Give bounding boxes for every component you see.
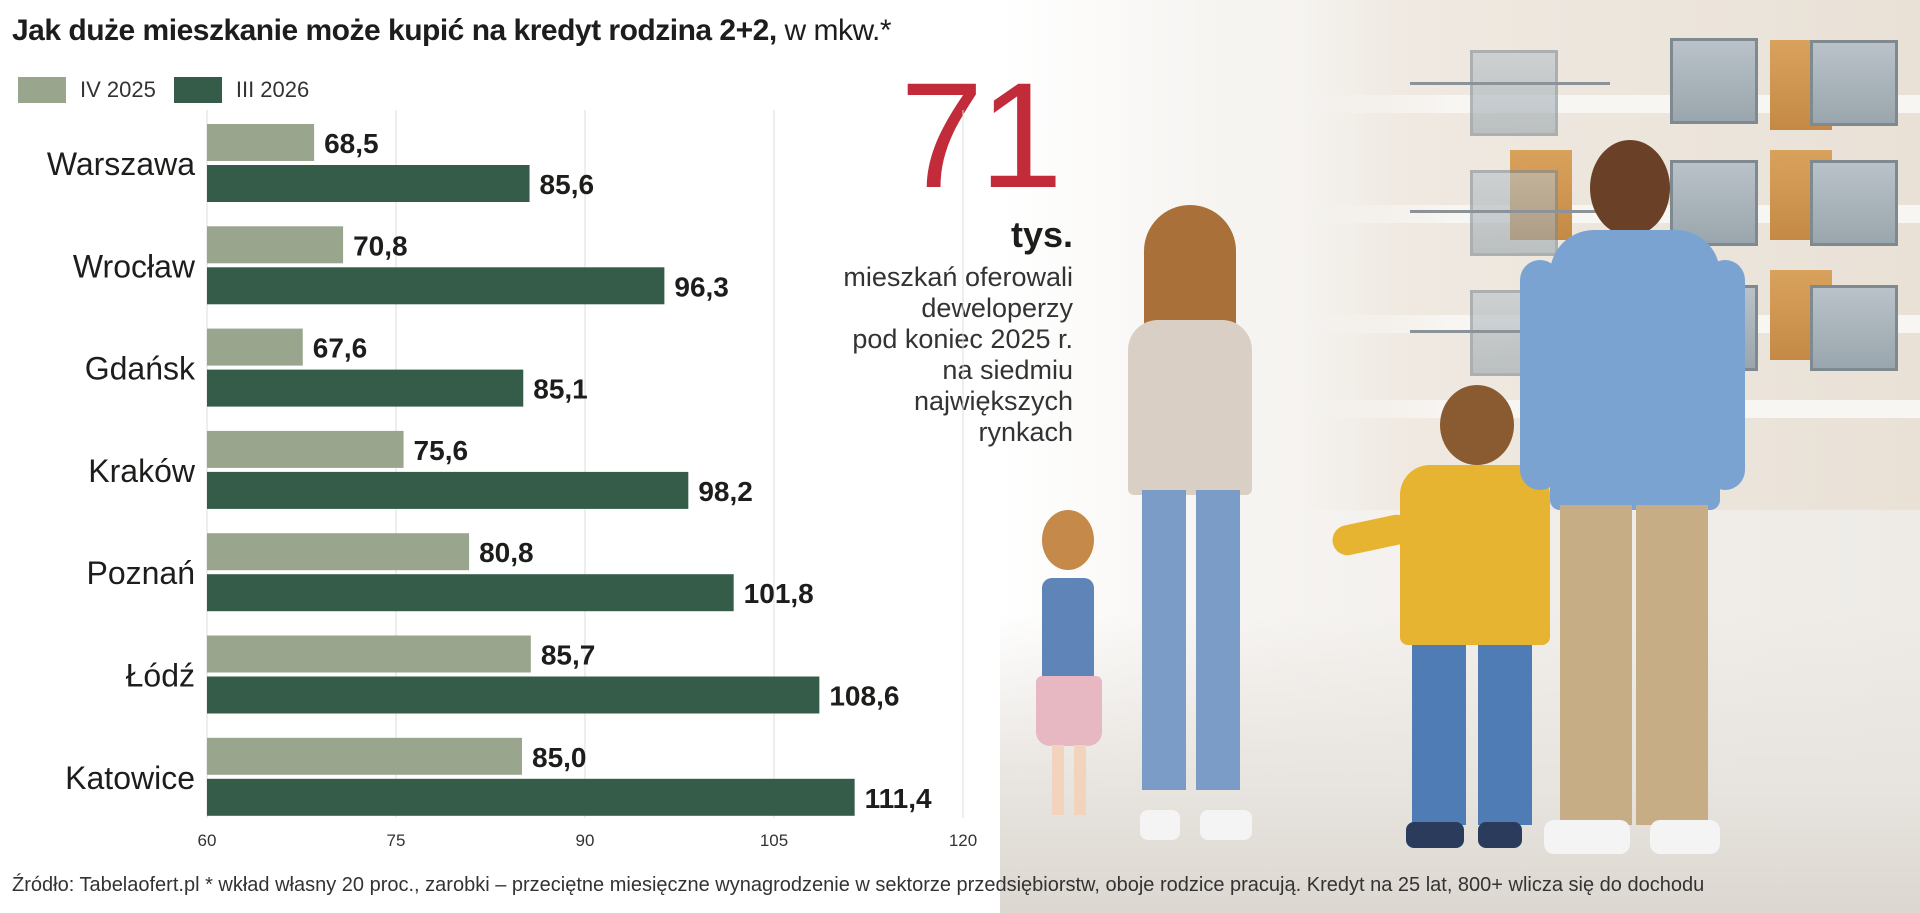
bar-value-label: 96,3 <box>674 271 729 302</box>
x-tick-label: 60 <box>198 831 217 850</box>
bar-value-label: 80,8 <box>479 537 533 568</box>
bar-value-label: 98,2 <box>698 476 753 507</box>
category-label: Poznań <box>86 555 195 591</box>
x-tick-label: 90 <box>576 831 595 850</box>
bar <box>207 471 689 509</box>
bar <box>207 369 524 407</box>
x-tick-label: 75 <box>387 831 406 850</box>
bar <box>207 165 530 202</box>
bar <box>207 226 344 264</box>
bar-value-label: 108,6 <box>829 681 899 712</box>
bar-value-label: 101,8 <box>744 578 814 609</box>
highlight-line: największych <box>913 386 1073 416</box>
highlight-line: rynkach <box>978 417 1073 447</box>
bar <box>207 676 820 714</box>
bar <box>207 328 303 366</box>
title-main: Jak duże mieszkanie może kupić na kredyt… <box>12 14 777 47</box>
bar-value-label: 85,7 <box>541 640 596 671</box>
bar <box>207 737 522 775</box>
legend: IV 2025 III 2026 <box>18 77 327 103</box>
title-unit: w mkw.* <box>776 14 892 47</box>
highlight-unit: tys. <box>1010 214 1073 255</box>
bar-value-label: 70,8 <box>353 230 408 261</box>
highlight-line: mieszkań oferowali <box>843 262 1073 292</box>
bar-value-label: 85,6 <box>540 169 595 200</box>
bar-value-label: 111,4 <box>865 783 932 814</box>
category-label: Wrocław <box>73 248 196 284</box>
legend-label-iv-2025: IV 2025 <box>80 77 156 102</box>
family-photo <box>1000 0 1920 913</box>
chart-title: Jak duże mieszkanie może kupić na kredyt… <box>12 14 892 48</box>
bar-value-label: 85,0 <box>532 742 587 773</box>
bar <box>207 635 531 673</box>
highlight-description: mieszkań oferowali deweloperzy pod koniec … <box>813 262 1073 448</box>
bar-value-label: 67,6 <box>313 333 368 364</box>
highlight-line: deweloperzy <box>921 293 1073 323</box>
category-label: Katowice <box>65 760 195 796</box>
bar-chart: 60 75 90 105 120 Warszawa 68,5 85,6 Wrocław 70,8 9… <box>47 110 977 850</box>
bar <box>207 574 734 612</box>
bar <box>207 533 470 571</box>
x-tick-label: 105 <box>760 831 788 850</box>
x-tick-label: 120 <box>949 831 977 850</box>
category-label: Warszawa <box>47 146 195 182</box>
category-label: Łódź <box>126 658 195 694</box>
bar-value-label: 75,6 <box>414 435 469 466</box>
highlight-number: 71 <box>900 51 1063 219</box>
source-footnote: Źródło: Tabelaofert.pl * wkład własny 20… <box>12 874 1705 896</box>
bar <box>207 430 404 468</box>
highlight-line: na siedmiu <box>942 355 1073 385</box>
bar-value-label: 68,5 <box>324 128 379 159</box>
bar <box>207 778 855 816</box>
category-label: Gdańsk <box>85 351 196 387</box>
legend-item-iv-2025: IV 2025 <box>18 77 156 103</box>
bar <box>207 267 665 305</box>
category-label: Kraków <box>88 453 196 489</box>
legend-item-iii-2026: III 2026 <box>173 77 310 103</box>
bar <box>207 124 315 161</box>
legend-label-iii-2026: III 2026 <box>235 77 310 102</box>
legend-swatch-iii-2026 <box>173 77 222 103</box>
bar-value-label: 85,1 <box>533 374 588 405</box>
legend-swatch-iv-2025 <box>18 77 66 103</box>
